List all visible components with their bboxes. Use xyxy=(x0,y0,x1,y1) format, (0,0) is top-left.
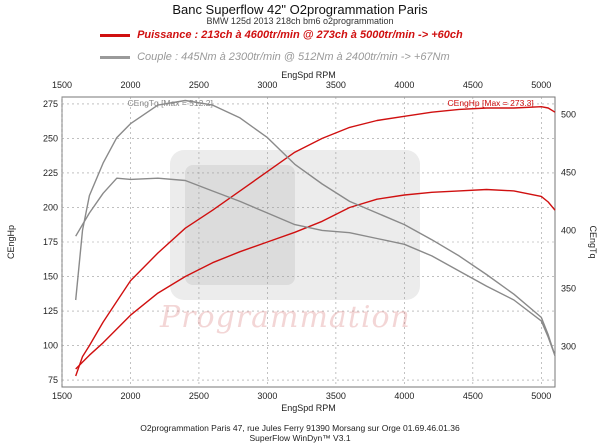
series-line-cengtq xyxy=(75,99,556,356)
series-line-cenghp-stock xyxy=(75,188,556,370)
chart-subtitle: BMW 125d 2013 218ch bm6 o2programmation xyxy=(206,16,394,26)
y-right-tick-label: 450 xyxy=(561,167,576,177)
y-right-tick-label: 350 xyxy=(561,283,576,293)
x-tick-label-bottom: 4500 xyxy=(463,391,483,401)
x-tick-label-top: 2500 xyxy=(189,80,209,90)
legend-power-swatch xyxy=(100,33,130,37)
x-tick-label-bottom: 3500 xyxy=(326,391,346,401)
watermark-text: Programmation xyxy=(160,300,411,335)
x-tick-label-bottom: 4000 xyxy=(394,391,414,401)
y-left-tick-label: 125 xyxy=(43,306,58,316)
y-right-tick-label: 500 xyxy=(561,109,576,119)
y-axis-label-left: CEngHp xyxy=(6,225,16,259)
series-line-cengtq-stock xyxy=(75,177,556,356)
x-tick-label-top: 4500 xyxy=(463,80,483,90)
x-tick-label-bottom: 2500 xyxy=(189,391,209,401)
x-tick-label-top: 5000 xyxy=(531,80,551,90)
legend-power: Puissance : 213ch à 4600tr/min @ 273ch à… xyxy=(100,29,463,41)
y-left-tick-label: 250 xyxy=(43,133,58,143)
y-right-tick-label: 300 xyxy=(561,341,576,351)
y-left-tick-label: 75 xyxy=(48,375,58,385)
x-tick-label-bottom: 2000 xyxy=(120,391,140,401)
x-tick-label-top: 1500 xyxy=(52,80,72,90)
legend-power-label: Puissance : 213ch à 4600tr/min @ 273ch à… xyxy=(137,29,463,41)
y-left-tick-label: 200 xyxy=(43,202,58,212)
y-right-tick-label: 400 xyxy=(561,225,576,235)
legend-torque: Couple : 445Nm à 2300tr/min @ 512Nm à 24… xyxy=(100,51,450,63)
chart-title: Banc Superflow 42" O2programmation Paris xyxy=(172,2,428,17)
y-left-tick-label: 225 xyxy=(43,168,58,178)
footer-software: SuperFlow WinDyn™ V3.1 xyxy=(249,433,351,443)
annotation-max-power: CEngHp [Max = 273.3] xyxy=(448,98,534,108)
y-left-tick-label: 150 xyxy=(43,272,58,282)
x-tick-label-bottom: 1500 xyxy=(52,391,72,401)
x-tick-label-top: 3000 xyxy=(257,80,277,90)
x-tick-label-top: 4000 xyxy=(394,80,414,90)
legend-torque-label: Couple : 445Nm à 2300tr/min @ 512Nm à 24… xyxy=(137,51,450,63)
y-left-tick-label: 275 xyxy=(43,99,58,109)
y-left-tick-label: 175 xyxy=(43,237,58,247)
watermark-logo-shape xyxy=(185,165,295,285)
x-tick-label-bottom: 5000 xyxy=(531,391,551,401)
footer-address: O2programmation Paris 47, rue Jules Ferr… xyxy=(140,423,460,433)
x-axis-label-top: EngSpd RPM xyxy=(281,70,336,80)
legend-torque-swatch xyxy=(100,55,130,59)
y-axis-label-right: CEngTq xyxy=(588,225,598,258)
x-tick-label-top: 3500 xyxy=(326,80,346,90)
series-line-cenghp xyxy=(75,105,556,377)
y-left-tick-label: 100 xyxy=(43,341,58,351)
x-tick-label-bottom: 3000 xyxy=(257,391,277,401)
x-axis-label-bottom: EngSpd RPM xyxy=(281,403,336,413)
x-tick-label-top: 2000 xyxy=(120,80,140,90)
